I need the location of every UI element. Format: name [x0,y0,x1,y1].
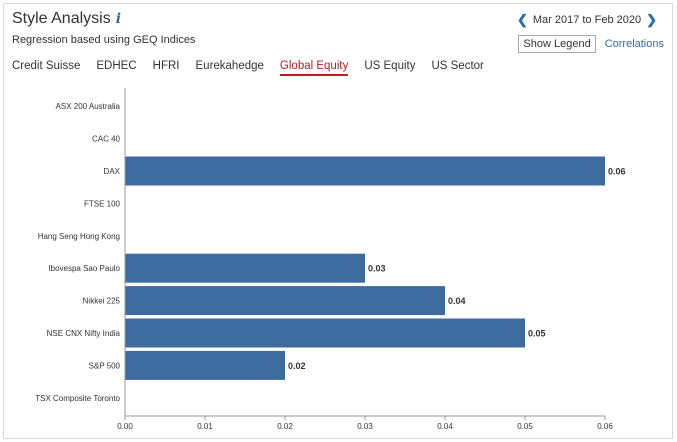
style-analysis-panel: Style Analysis i Regression based using … [3,3,673,439]
panel-subtitle: Regression based using GEQ Indices [12,34,196,46]
info-icon[interactable]: i [115,11,122,27]
bar-value-label: 0.04 [448,296,466,306]
category-label: CAC 40 [92,135,121,144]
chevron-right-icon[interactable]: ❯ [646,12,657,27]
category-label: ASX 200 Australia [56,102,121,111]
bar [125,350,285,380]
tab-us-sector[interactable]: US Sector [431,60,484,72]
date-range-nav: ❮ Mar 2017 to Feb 2020 ❯ [512,12,662,28]
tab-us-equity[interactable]: US Equity [364,60,416,72]
bar [125,318,525,348]
category-label: Nikkei 225 [83,297,121,306]
x-tick-label: 0.05 [517,422,533,431]
index-tabs: Credit Suisse EDHEC HFRI Eurekahedge Glo… [12,60,500,76]
date-range-label: Mar 2017 to Feb 2020 [532,14,642,26]
correlations-link[interactable]: Correlations [604,38,664,50]
x-tick-label: 0.04 [437,422,453,431]
x-tick-label: 0.06 [597,422,613,431]
tab-global-equity[interactable]: Global Equity [279,60,349,76]
category-label: S&P 500 [89,361,121,370]
category-label: Ibovespa Sao Paulo [48,264,120,273]
x-tick-label: 0.02 [277,422,293,431]
bar-value-label: 0.06 [608,167,626,177]
tab-edhec[interactable]: EDHEC [96,60,137,72]
tab-credit-suisse[interactable]: Credit Suisse [12,60,81,72]
show-legend-button[interactable]: Show Legend [518,35,596,53]
category-label: DAX [104,167,121,176]
category-label: FTSE 100 [84,199,121,208]
bar-value-label: 0.02 [288,361,306,371]
x-tick-label: 0.03 [357,422,373,431]
panel-title-text: Style Analysis [12,10,111,27]
tab-eurekahedge[interactable]: Eurekahedge [195,60,264,72]
bar [125,286,445,316]
header-actions: Show Legend Correlations [518,35,664,53]
bar [125,156,605,186]
category-label: NSE CNX Nifty India [47,329,121,338]
bar-value-label: 0.03 [368,264,386,274]
category-label: TSX Composite Toronto [35,394,120,403]
x-tick-label: 0.00 [117,422,133,431]
panel-title: Style Analysis i [12,10,121,28]
bar [125,253,365,283]
x-tick-label: 0.01 [197,422,213,431]
bar-value-label: 0.05 [528,329,546,339]
category-label: Hang Seng Hong Kong [38,232,120,241]
tab-hfri[interactable]: HFRI [152,60,180,72]
chevron-left-icon[interactable]: ❮ [516,12,528,27]
style-analysis-bar-chart: ASX 200 Australia CAC 40 DAX 0.06 FTSE 100 Ha… [35,88,626,431]
